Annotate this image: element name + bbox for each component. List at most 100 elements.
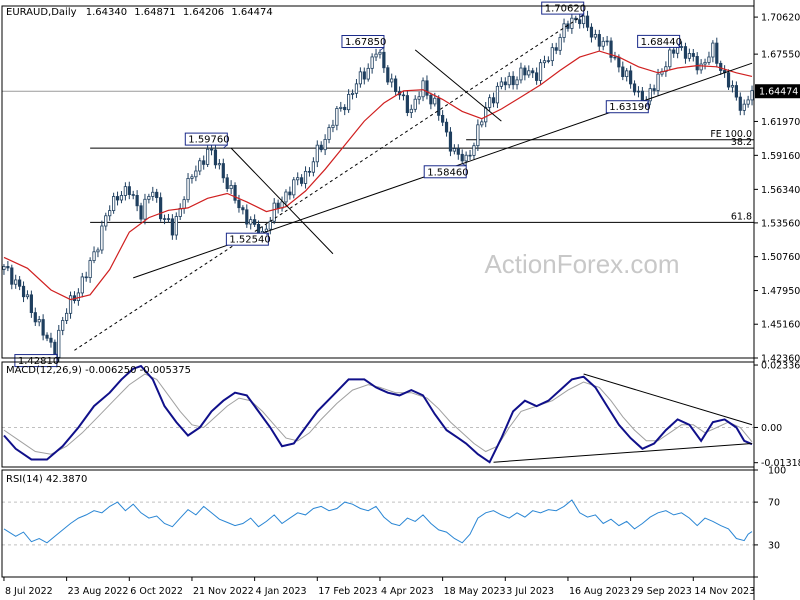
price-panel-title: EURAUD,Daily 1.64340 1.64871 1.64206 1.6…	[6, 7, 273, 18]
candle-body	[88, 260, 92, 279]
macd-axis-label: 0.00	[761, 423, 782, 434]
ohlc-open: 1.64340	[86, 7, 127, 18]
candle-body	[190, 176, 194, 179]
pivot-label-box	[541, 1, 585, 15]
candle-body	[209, 148, 214, 151]
candle-body	[703, 61, 707, 65]
candle-body	[221, 163, 225, 179]
x-axis-label: 23 Aug 2022	[68, 586, 129, 597]
candle-body	[730, 85, 735, 88]
candle-body	[382, 51, 386, 69]
fib-level-label: 61.8	[731, 211, 752, 222]
candle-body	[323, 139, 327, 151]
candle-body	[76, 292, 80, 301]
candle-body	[542, 60, 547, 64]
macd-axis-label: -0.013186	[761, 458, 800, 469]
last-price-label: 1.64474	[759, 87, 798, 98]
candle-body	[217, 163, 221, 166]
candle-body	[456, 148, 460, 155]
candle-body	[562, 23, 566, 38]
candle-body	[719, 62, 723, 71]
macd-panel: 0.023366 0.00 -0.013186	[2, 361, 800, 469]
pivot-label-leader	[462, 163, 467, 167]
macd-line	[3, 364, 753, 464]
price-axis-label: 1.50760	[761, 252, 800, 263]
candle-body	[695, 56, 699, 71]
candle-body	[707, 56, 711, 63]
chart-title: EURAUD,Daily	[6, 7, 77, 18]
candle-body	[601, 40, 605, 47]
rsi-panel: 100 70 30	[2, 466, 786, 578]
candle-body	[488, 97, 492, 108]
candle-body	[374, 53, 378, 58]
price-axis-label: 1.61970	[761, 117, 800, 128]
candle-body	[131, 194, 135, 196]
candle-body	[648, 88, 652, 102]
candle-body	[155, 191, 159, 199]
candle-body	[45, 334, 49, 339]
candle-body	[21, 285, 26, 298]
candle-body	[206, 148, 210, 165]
x-axis-label: 29 Sep 2023	[632, 586, 692, 597]
macd-trendline	[583, 373, 753, 426]
price-axis-label: 1.59160	[761, 151, 800, 162]
candle-body	[476, 124, 480, 147]
pivot-label: 1.70620	[545, 4, 586, 15]
candle-body	[198, 160, 202, 172]
candle-body	[495, 85, 500, 104]
candle-body	[386, 67, 390, 83]
candle-body	[652, 88, 656, 91]
candle-body	[147, 196, 151, 200]
candle-body	[742, 103, 746, 111]
candle-body	[112, 196, 116, 211]
candle-body	[143, 198, 147, 220]
x-axis-label: 8 Jul 2022	[5, 586, 53, 597]
rsi-axis-label: 100	[768, 466, 786, 477]
pivot-label-leader	[54, 352, 58, 355]
candle-body	[726, 72, 731, 88]
candle-body	[609, 40, 613, 58]
candle-body	[409, 108, 413, 113]
candle-body	[550, 47, 554, 62]
candle-body	[441, 114, 445, 123]
candle-body	[625, 70, 629, 78]
candle-body	[636, 90, 641, 93]
price-axis-label: 1.45160	[761, 320, 800, 331]
candle-body	[253, 219, 257, 225]
candle-body	[715, 42, 719, 64]
x-axis: 8 Jul 2022 23 Aug 2022 6 Oct 2022 21 Nov 20…	[3, 577, 755, 597]
ohlc-low: 1.64206	[183, 7, 224, 18]
candle-body	[127, 186, 131, 195]
candle-body	[37, 319, 41, 323]
candle-body	[186, 178, 190, 201]
candle-body	[378, 51, 382, 55]
candle-body	[515, 79, 519, 86]
candle-body	[151, 191, 155, 197]
candle-body	[366, 67, 370, 80]
rsi-axis-label: 30	[768, 540, 780, 551]
rsi-frame	[1, 469, 755, 578]
candle-body	[437, 97, 441, 116]
watermark: ActionForex.com	[484, 249, 679, 279]
candle-body	[687, 53, 691, 59]
pivot-label: 1.67850	[345, 37, 386, 48]
candle-body	[511, 75, 515, 86]
candle-body	[425, 80, 429, 96]
candle-body	[307, 170, 312, 173]
candle-body	[335, 108, 339, 126]
candle-body	[25, 294, 30, 298]
candle-body	[362, 71, 366, 80]
candle-body	[296, 177, 300, 181]
candle-body	[484, 106, 488, 123]
candle-body	[229, 185, 233, 189]
x-axis-label: 17 Feb 2023	[318, 586, 377, 597]
candle-body	[343, 106, 347, 111]
candle-body	[194, 170, 198, 178]
candle-body	[80, 276, 84, 294]
rsi-line	[3, 499, 753, 544]
macd-trendline	[493, 442, 753, 463]
candle-body	[10, 267, 14, 285]
price-axis-label: 1.56340	[761, 185, 800, 196]
candle-body	[711, 42, 715, 58]
candle-body	[347, 93, 351, 111]
